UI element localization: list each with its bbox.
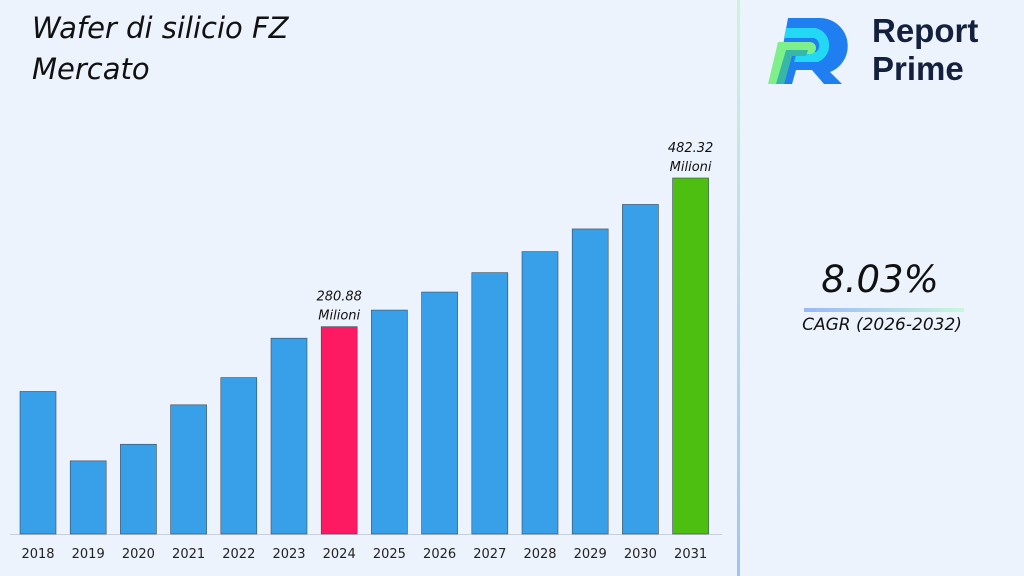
x-tick-label-2018: 2018 xyxy=(21,547,54,562)
data-label-unit-2024: Milioni xyxy=(318,309,360,324)
bar-2018 xyxy=(19,391,57,535)
x-tick-label-2031: 2031 xyxy=(674,547,707,562)
cagr-underline xyxy=(804,308,964,312)
bar-2027 xyxy=(471,272,509,535)
x-tick-label-2023: 2023 xyxy=(272,547,305,562)
x-tick-label-2026: 2026 xyxy=(423,547,456,562)
cagr-value: 8.03% xyxy=(821,258,939,301)
bar-2026 xyxy=(421,291,458,535)
x-tick-label-2030: 2030 xyxy=(624,547,657,562)
bar-2025 xyxy=(371,309,408,535)
x-tick-label-2029: 2029 xyxy=(574,547,607,562)
data-label-value-2031: 482.32 xyxy=(668,141,714,156)
brand-line-2: Prime xyxy=(872,50,964,87)
bar-chart: 2018 2019 2020 2021 2022 2023 2024 280.88 Milion… xyxy=(10,141,722,562)
bar-2022 xyxy=(220,377,258,535)
bar-2024 xyxy=(320,326,358,535)
x-tick-label-2021: 2021 xyxy=(172,547,205,562)
chart-title: Wafer di silicio FZ Mercato xyxy=(32,11,289,86)
x-tick-label-2019: 2019 xyxy=(72,547,105,562)
x-tick-label-2027: 2027 xyxy=(473,547,506,562)
bar-2029 xyxy=(571,228,609,535)
divider xyxy=(737,0,740,576)
bar-2019 xyxy=(69,460,107,535)
bar-2030 xyxy=(622,204,659,535)
x-tick-label-2024: 2024 xyxy=(323,547,356,562)
x-tick-label-2025: 2025 xyxy=(373,547,406,562)
cagr-label: CAGR (2026-2032) xyxy=(802,315,962,335)
report-prime-logo-icon xyxy=(768,17,848,85)
brand-name: Report Prime xyxy=(872,12,978,88)
x-tick-label-2020: 2020 xyxy=(122,547,155,562)
brand-line-1: Report xyxy=(872,12,979,49)
bar-2031 xyxy=(672,177,709,535)
data-label-value-2024: 280.88 xyxy=(316,290,362,305)
bar-2021 xyxy=(170,404,207,535)
bar-2023 xyxy=(270,337,308,535)
bar-2020 xyxy=(120,443,157,535)
x-tick-label-2022: 2022 xyxy=(222,547,255,562)
x-tick-label-2028: 2028 xyxy=(523,547,556,562)
bar-2028 xyxy=(521,251,559,535)
data-label-unit-2031: Milioni xyxy=(670,160,712,175)
